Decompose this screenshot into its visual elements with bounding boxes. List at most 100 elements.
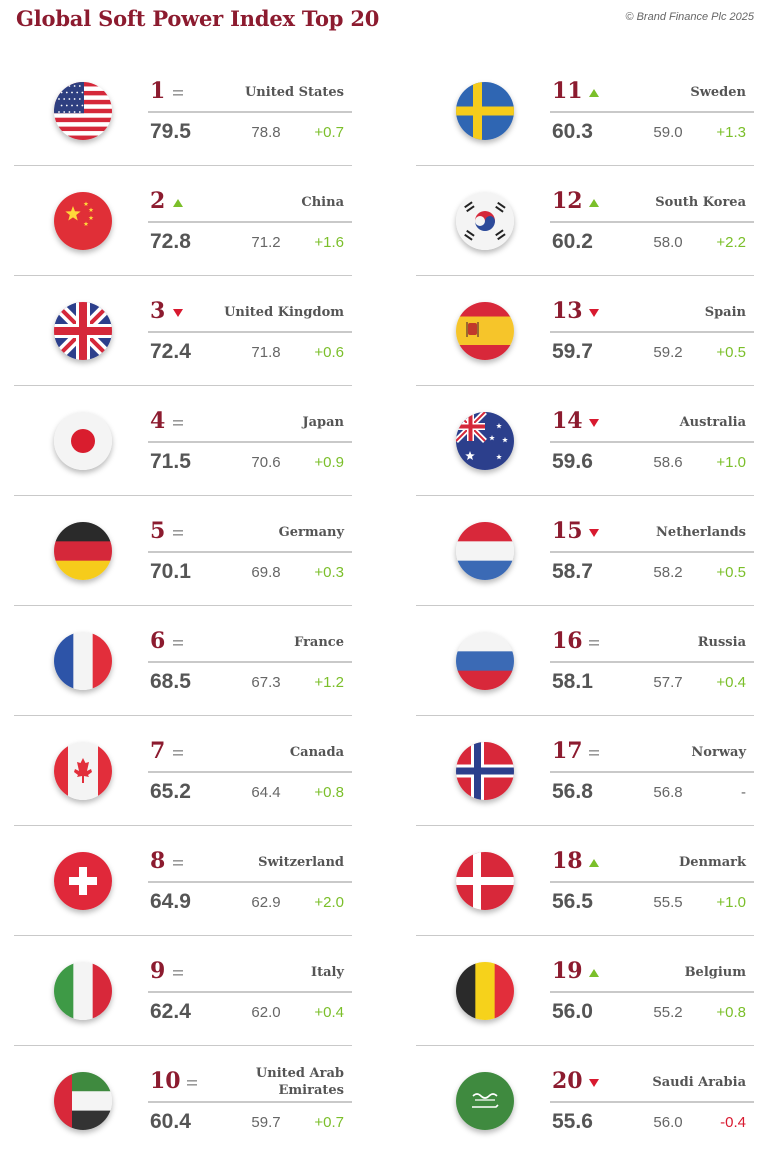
rank-down-icon: [588, 417, 600, 429]
ranking-entry: 19 Belgium 56.0 55.2 +0.8: [416, 936, 754, 1046]
country-name: China: [301, 195, 344, 210]
entry-divider: [550, 551, 754, 553]
current-score: 70.1: [150, 560, 191, 583]
entry-divider: [550, 441, 754, 443]
previous-score: 58.0: [653, 234, 683, 251]
row-divider: [416, 164, 754, 166]
japan-flag-icon: [54, 412, 112, 470]
rank-number: 9: [150, 958, 166, 984]
rank-number: 13: [552, 298, 583, 324]
current-score: 56.0: [552, 1000, 593, 1023]
country-name: Netherlands: [656, 525, 746, 540]
score-change: +1.2: [314, 674, 344, 691]
score-change: +1.0: [716, 454, 746, 471]
score-change: +0.8: [314, 784, 344, 801]
previous-score: 62.0: [251, 1004, 281, 1021]
ranking-column-right: 11 Sweden 60.3 59.0 +1.3 12 South Korea …: [416, 56, 754, 1156]
ranking-entry: 12 South Korea 60.2 58.0 +2.2: [416, 166, 754, 276]
italy-flag-icon: [54, 962, 112, 1020]
score-change: +0.4: [314, 1004, 344, 1021]
row-divider: [416, 274, 754, 276]
uae-flag-icon: [54, 1072, 112, 1130]
rank-up-icon: [588, 857, 600, 869]
score-change: +1.0: [716, 894, 746, 911]
rank-equal-icon: [588, 637, 600, 649]
entry-divider: [550, 331, 754, 333]
belgium-flag-icon: [456, 962, 514, 1020]
current-score: 68.5: [150, 670, 191, 693]
rank-down-icon: [172, 307, 184, 319]
rank-number: 19: [552, 958, 583, 984]
country-name: Saudi Arabia: [652, 1075, 746, 1090]
entry-divider: [148, 991, 352, 993]
ranking-entry: 15 Netherlands 58.7 58.2 +0.5: [416, 496, 754, 606]
score-change: +2.2: [716, 234, 746, 251]
ranking-entry: 14 Australia 59.6 58.6 +1.0: [416, 386, 754, 496]
rank-up-icon: [588, 967, 600, 979]
rank-equal-icon: [172, 747, 184, 759]
switzerland-flag-icon: [54, 852, 112, 910]
previous-score: 55.2: [653, 1004, 683, 1021]
ranking-entry: 8 Switzerland 64.9 62.9 +2.0: [14, 826, 352, 936]
score-change: +0.7: [314, 124, 344, 141]
australia-flag-icon: [456, 412, 514, 470]
previous-score: 56.8: [653, 784, 683, 801]
current-score: 62.4: [150, 1000, 191, 1023]
previous-score: 58.6: [653, 454, 683, 471]
rank-number: 2: [150, 188, 166, 214]
score-change: +0.8: [716, 1004, 746, 1021]
canada-flag-icon: [54, 742, 112, 800]
previous-score: 62.9: [251, 894, 281, 911]
ranking-entry: 5 Germany 70.1 69.8 +0.3: [14, 496, 352, 606]
rank-number: 10: [150, 1068, 181, 1094]
row-divider: [416, 604, 754, 606]
country-name: Japan: [302, 415, 344, 430]
rank-number: 18: [552, 848, 583, 874]
uk-flag-icon: [54, 302, 112, 360]
previous-score: 59.0: [653, 124, 683, 141]
rank-equal-icon: [172, 857, 184, 869]
ranking-entry: 4 Japan 71.5 70.6 +0.9: [14, 386, 352, 496]
row-divider: [14, 384, 352, 386]
row-divider: [14, 1044, 352, 1046]
current-score: 60.4: [150, 1110, 191, 1133]
country-name: Switzerland: [258, 855, 344, 870]
current-score: 58.7: [552, 560, 593, 583]
current-score: 56.5: [552, 890, 593, 913]
current-score: 72.8: [150, 230, 191, 253]
ranking-entry: 6 France 68.5 67.3 +1.2: [14, 606, 352, 716]
country-name: South Korea: [655, 195, 746, 210]
spain-flag-icon: [456, 302, 514, 360]
rank-number: 11: [552, 78, 583, 104]
row-divider: [14, 714, 352, 716]
score-change: -0.4: [720, 1114, 746, 1131]
country-name: Germany: [278, 525, 344, 540]
score-change: +0.3: [314, 564, 344, 581]
current-score: 59.7: [552, 340, 593, 363]
score-change: +0.9: [314, 454, 344, 471]
previous-score: 70.6: [251, 454, 281, 471]
previous-score: 57.7: [653, 674, 683, 691]
entry-divider: [550, 881, 754, 883]
country-name: Canada: [289, 745, 344, 760]
entry-divider: [148, 551, 352, 553]
country-name: United Arab Emirates: [255, 1066, 344, 1098]
previous-score: 69.8: [251, 564, 281, 581]
entry-divider: [148, 441, 352, 443]
ranking-entry: 9 Italy 62.4 62.0 +0.4: [14, 936, 352, 1046]
country-name: France: [294, 635, 344, 650]
country-name: Sweden: [690, 85, 746, 100]
previous-score: 56.0: [653, 1114, 683, 1131]
entry-divider: [550, 661, 754, 663]
entry-divider: [550, 771, 754, 773]
country-name: United Kingdom: [224, 305, 344, 320]
france-flag-icon: [54, 632, 112, 690]
entry-divider: [550, 221, 754, 223]
current-score: 79.5: [150, 120, 191, 143]
current-score: 60.2: [552, 230, 593, 253]
current-score: 55.6: [552, 1110, 593, 1133]
ranking-entry: 18 Denmark 56.5 55.5 +1.0: [416, 826, 754, 936]
norway-flag-icon: [456, 742, 514, 800]
ranking-entry: 10 United Arab Emirates 60.4 59.7 +0.7: [14, 1046, 352, 1156]
rank-equal-icon: [186, 1077, 198, 1089]
